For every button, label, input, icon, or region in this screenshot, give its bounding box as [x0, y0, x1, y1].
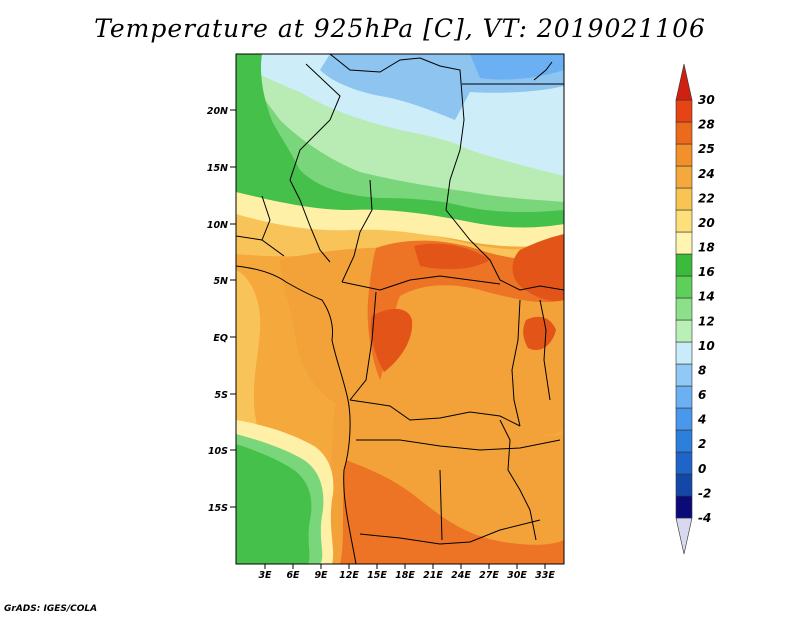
colorbar-segment: [675, 165, 693, 189]
colorbar-label: -4: [698, 511, 711, 525]
zone-green-dark-sw: [236, 444, 312, 564]
colorbar-segment: [675, 143, 693, 167]
colorbar-label: 2: [698, 437, 706, 451]
colorbar-label: 28: [698, 118, 715, 132]
colorbar-segment: [675, 473, 693, 497]
zone-red-east: [512, 234, 564, 302]
colorbar-segment: [675, 231, 693, 255]
colorbar-label: 12: [698, 314, 715, 328]
grads-credit: GrADS: IGES/COLA: [4, 604, 98, 614]
colorbar-triangle-top: [675, 63, 693, 101]
colorbar-segment: [675, 341, 693, 365]
zone-green-dark-north: [236, 56, 564, 232]
colorbar-label: 14: [698, 290, 715, 304]
lat-label-5s: 5S: [215, 390, 229, 401]
colorbar-label: 6: [698, 388, 706, 402]
lat-label-15s: 15S: [208, 503, 228, 514]
zone-red-central: [414, 243, 490, 270]
colorbar-label: 20: [698, 216, 715, 230]
lat-label-20n: 20N: [207, 106, 228, 117]
colorbar-segment: [675, 363, 693, 387]
latitude-axis: 20N 15N 10N 5N EQ 5S 10S 15S: [207, 106, 236, 514]
colorbar-segment: [675, 253, 693, 277]
colorbar-segment: [675, 209, 693, 233]
lat-label-10s: 10S: [208, 446, 228, 457]
colorbar-segment: [675, 451, 693, 475]
map-title: Temperature at 925hPa [C], VT: 201902110…: [94, 14, 706, 43]
colorbar-segment: [675, 495, 693, 519]
colorbar-segment: [675, 407, 693, 431]
zone-cold-blue-east: [470, 54, 564, 80]
lat-label-eq: EQ: [213, 333, 228, 344]
lon-label-12e: 12E: [339, 570, 359, 581]
lon-label-9e: 9E: [314, 570, 328, 581]
colorbar-segment: [675, 429, 693, 453]
colorbar-segment: [675, 121, 693, 145]
colorbar-label: 4: [697, 413, 706, 427]
lon-label-15e: 15E: [367, 570, 387, 581]
colorbar-segment: [675, 297, 693, 321]
lon-label-21e: 21E: [423, 570, 443, 581]
lon-label-3e: 3E: [258, 570, 272, 581]
colorbar-label: 16: [698, 265, 715, 279]
colorbar-segment: [675, 319, 693, 343]
zone-green-west: [236, 54, 297, 196]
lat-label-5n: 5N: [213, 276, 228, 287]
colorbar-triangle-bottom: [675, 517, 693, 555]
lon-label-18e: 18E: [395, 570, 415, 581]
colorbar-segment: [675, 275, 693, 299]
colorbar-label: 22: [698, 191, 715, 205]
colorbar-label: 18: [698, 241, 715, 255]
lon-label-30e: 30E: [507, 570, 527, 581]
lon-label-33e: 33E: [535, 570, 555, 581]
zone-red-congo: [370, 308, 413, 372]
colorbar-label: 25: [698, 142, 715, 156]
lat-label-15n: 15N: [207, 163, 228, 174]
colorbar-label: 24: [698, 167, 715, 181]
temperature-field: [236, 54, 564, 564]
colorbar-segment: [675, 99, 693, 123]
lon-label-24e: 24E: [451, 570, 471, 581]
map-frame: [235, 53, 565, 565]
colorbar-label: -2: [698, 486, 711, 500]
colorbar-label: 8: [698, 363, 706, 377]
colorbar-segment: [675, 385, 693, 409]
colorbar-segment: [675, 187, 693, 211]
zone-red-lakes: [523, 316, 556, 350]
zone-yellow-west: [236, 270, 261, 456]
colorbar-label: 30: [698, 93, 715, 107]
lon-label-6e: 6E: [286, 570, 300, 581]
longitude-axis: 3E 6E 9E 12E 15E 18E 21E 24E 27E 30E 33E: [258, 564, 555, 581]
zone-orange-center: [280, 247, 564, 438]
country-borders: [236, 54, 564, 564]
lon-label-27e: 27E: [479, 570, 499, 581]
colorbar-label: 0: [698, 462, 706, 476]
colorbar-label: 10: [698, 339, 715, 353]
lat-label-10n: 10N: [207, 220, 228, 231]
